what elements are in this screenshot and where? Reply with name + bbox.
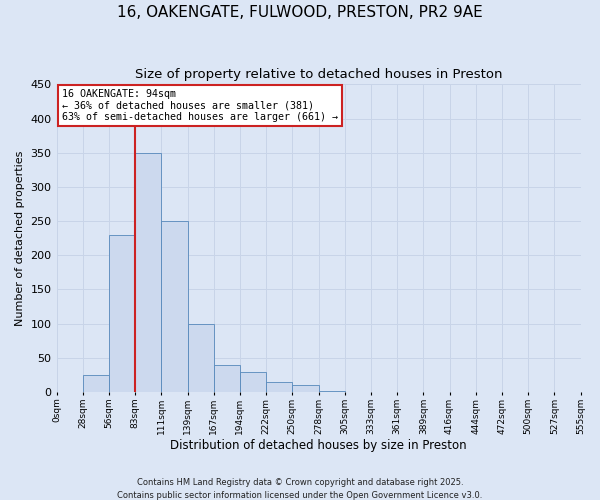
- Bar: [292, 385, 319, 392]
- Bar: [83, 375, 109, 392]
- Bar: [266, 382, 292, 392]
- Bar: [240, 372, 266, 392]
- Bar: [214, 364, 240, 392]
- Title: Size of property relative to detached houses in Preston: Size of property relative to detached ho…: [135, 68, 502, 80]
- Text: 16, OAKENGATE, FULWOOD, PRESTON, PR2 9AE: 16, OAKENGATE, FULWOOD, PRESTON, PR2 9AE: [117, 5, 483, 20]
- Bar: [135, 153, 161, 392]
- Bar: [319, 390, 345, 392]
- Y-axis label: Number of detached properties: Number of detached properties: [15, 150, 25, 326]
- Text: 16 OAKENGATE: 94sqm
← 36% of detached houses are smaller (381)
63% of semi-detac: 16 OAKENGATE: 94sqm ← 36% of detached ho…: [62, 89, 338, 122]
- X-axis label: Distribution of detached houses by size in Preston: Distribution of detached houses by size …: [170, 440, 467, 452]
- Text: Contains HM Land Registry data © Crown copyright and database right 2025.
Contai: Contains HM Land Registry data © Crown c…: [118, 478, 482, 500]
- Bar: [188, 324, 214, 392]
- Bar: [109, 235, 135, 392]
- Bar: [161, 221, 188, 392]
